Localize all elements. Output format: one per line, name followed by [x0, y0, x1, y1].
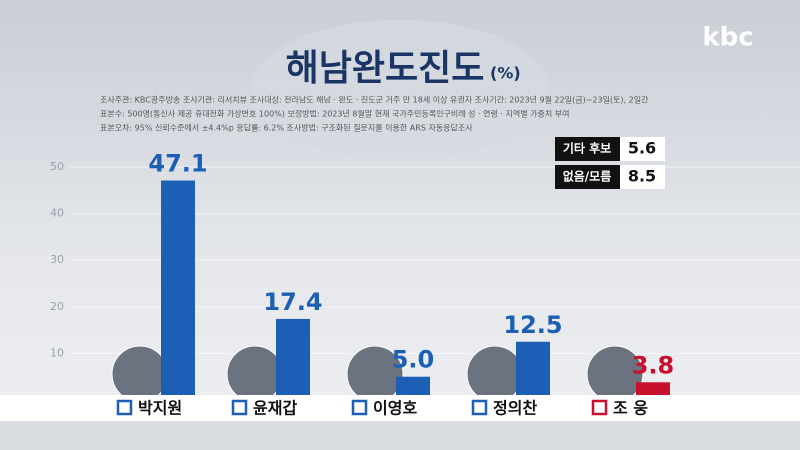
unit-label: (%) [490, 64, 521, 83]
party-icon [231, 399, 248, 416]
value-label: 5.0 [392, 346, 435, 374]
party-icon [471, 399, 488, 416]
x-tick-label: 윤재갑 [253, 399, 297, 418]
other-label-box [555, 137, 620, 161]
value-label: 17.4 [263, 288, 322, 316]
value-label: 47.1 [148, 150, 207, 178]
backdrop-dome [250, 20, 550, 160]
y-tick-label: 30 [50, 253, 64, 266]
bar [396, 376, 430, 400]
survey-note: 표본수: 500명(통신사 제공 휴대전화 가상번호 100%) 보정방법: 2… [100, 109, 569, 119]
y-tick-label: 50 [50, 160, 64, 173]
other-label: 기타 후보 [563, 141, 611, 156]
plot: 10 20 30 40 50 47.1 17.4 5.0 12.5 3.8 기타 후보 5.6 없음/모… [50, 137, 800, 403]
bar [276, 318, 310, 400]
bar [161, 180, 195, 400]
party-icon [591, 399, 608, 416]
chart-title: 해남완도진도 [286, 48, 485, 89]
x-tick-label: 조 웅 [613, 399, 648, 418]
candidate-photo [111, 345, 169, 403]
survey-note: 조사주관: KBC광주방송 조사기관: 리서치뷰 조사대상: 전라남도 해남 ·… [100, 95, 649, 105]
candidate-photo [466, 345, 524, 403]
value-label: 12.5 [503, 311, 562, 339]
other-label: 없음/모름 [563, 169, 612, 184]
other-value: 5.6 [628, 139, 656, 158]
name-strip [0, 395, 800, 421]
x-tick-label: 이영호 [373, 399, 417, 418]
y-tick-label: 10 [50, 346, 64, 359]
party-icon [351, 399, 368, 416]
footer-band [0, 421, 800, 450]
y-tick-label: 40 [50, 207, 64, 220]
logo: kbc [702, 23, 753, 53]
bar [516, 341, 550, 400]
other-value-box [620, 137, 665, 161]
survey-note: 표본오차: 95% 신뢰수준에서 ±4.4%p 응답률: 6.2% 조사방법: … [100, 123, 473, 133]
party-icon [116, 399, 133, 416]
other-label-box [555, 165, 620, 189]
y-tick-label: 20 [50, 300, 64, 313]
candidate-photo [226, 345, 284, 403]
x-tick-label: 박지원 [138, 399, 182, 418]
x-tick-label: 정의찬 [493, 399, 537, 418]
other-value-box [620, 165, 665, 189]
names: 박지원 윤재갑 이영호 정의찬 조 웅 [116, 399, 648, 418]
value-label: 3.8 [632, 351, 675, 379]
other-value: 8.5 [628, 167, 656, 186]
